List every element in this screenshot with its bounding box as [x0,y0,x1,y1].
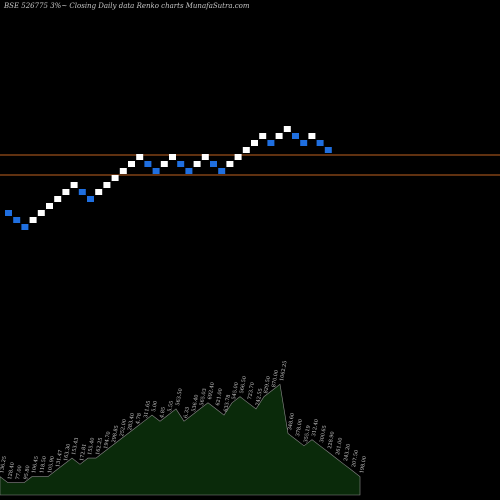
renko-brick-down [152,168,160,174]
volume-label: 565.03 [199,388,208,406]
volume-label: 136.25 [0,456,8,474]
volume-label: 6.33 [183,407,191,419]
volume-label: 536.40 [191,394,200,412]
renko-brick-down [218,168,226,174]
renko-brick-up [128,161,135,167]
renko-brick-down [13,217,21,223]
renko-brick-down [144,161,152,167]
volume-label: 172.81 [79,443,88,461]
volume-label: 153.43 [71,437,80,455]
volume-label: 118.50 [39,456,48,474]
renko-brick-up [111,175,119,181]
volume-label: 355.19 [303,425,312,443]
renko-brick-down [300,140,308,146]
volume-labels: 136.25 128.40 77.00 95.80 106.45 118.50 105.90… [0,360,368,480]
renko-brick-down [324,147,332,153]
renko-brick-up [103,182,111,188]
volume-label: 348.60 [287,413,296,431]
renko-brick-down [5,210,12,216]
volume-label: 163.30 [63,443,72,461]
volume-label: 194.70 [103,431,112,449]
renko-brick-up [193,161,201,167]
volume-label: 870.00 [271,370,280,388]
volume-label: 228.90 [327,431,336,449]
volume-label: 378.00 [295,419,304,437]
renko-brick-up [251,140,258,146]
volume-label: 566.50 [239,376,248,394]
renko-brick-up [37,210,45,216]
volume-label: 243.20 [343,443,352,461]
volume-label: 298.85 [111,425,120,443]
volume-label: 312.40 [311,419,320,437]
volume-label: 128.40 [7,462,16,480]
volume-label: 106.45 [31,456,40,474]
volume-label: 155.40 [87,437,96,455]
renko-brick-up [283,126,291,132]
volume-label: 829.50 [263,376,272,394]
renko-brick-up [29,217,37,223]
renko-brick-up [136,154,144,160]
volume-label: 77.00 [15,465,23,480]
volume-label: 207.50 [351,449,360,467]
volume-label: 5.55 [167,400,175,412]
renko-brick-up [62,189,70,195]
volume-label: 4.78 [135,413,143,425]
volume-label: 311.65 [143,400,152,418]
renko-bricks [5,126,332,230]
renko-brick-up [259,133,267,139]
renko-brick-up [119,168,127,174]
renko-brick-up [242,147,250,153]
volume-label: 95.80 [23,465,31,480]
volume-label: 545.00 [231,382,240,400]
chart-title: BSE 526775 3%~ Closing Daily data Renko … [4,2,250,10]
volume-label: 131.47 [55,449,64,467]
renko-brick-down [87,196,94,202]
volume-label: 563.50 [175,388,184,406]
volume-label: 5.00 [151,400,159,412]
reference-lines [0,154,500,176]
renko-brick-up [234,154,242,160]
renko-brick-down [316,140,324,146]
volume-label: 300.65 [319,425,328,443]
volume-label: 283.40 [127,413,136,431]
renko-brick-up [201,154,209,160]
renko-brick-down [292,133,299,139]
renko-brick-down [78,189,86,195]
renko-brick-down [210,161,217,167]
renko-brick-up [160,161,168,167]
volume-area-path [0,383,361,496]
renko-brick-down [21,224,29,230]
volume-label: 723.70 [247,382,256,400]
volume-label: 252.00 [119,419,128,437]
volume-label: 4.85 [159,407,167,419]
renko-brick-up [226,161,234,167]
volume-label: 633.78 [223,394,232,412]
volume-label: 261.00 [335,437,344,455]
volume-area [0,383,361,496]
renko-brick-up [169,154,176,160]
renko-brick-up [275,133,283,139]
volume-label: 742.55 [255,388,264,406]
renko-brick-down [177,161,185,167]
renko-brick-up [95,189,103,195]
volume-label: 692.40 [207,382,216,400]
renko-brick-up [70,182,78,188]
volume-label: 198.00 [359,456,368,474]
volume-label: 162.25 [95,437,104,455]
renko-brick-up [46,203,53,209]
renko-brick-down [185,168,193,174]
volume-label: 105.90 [47,456,56,474]
volume-label: 1062.25 [279,360,289,381]
renko-brick-down [267,140,275,146]
renko-brick-up [308,133,316,139]
volume-label: 621.00 [215,388,224,406]
renko-brick-up [54,196,62,202]
